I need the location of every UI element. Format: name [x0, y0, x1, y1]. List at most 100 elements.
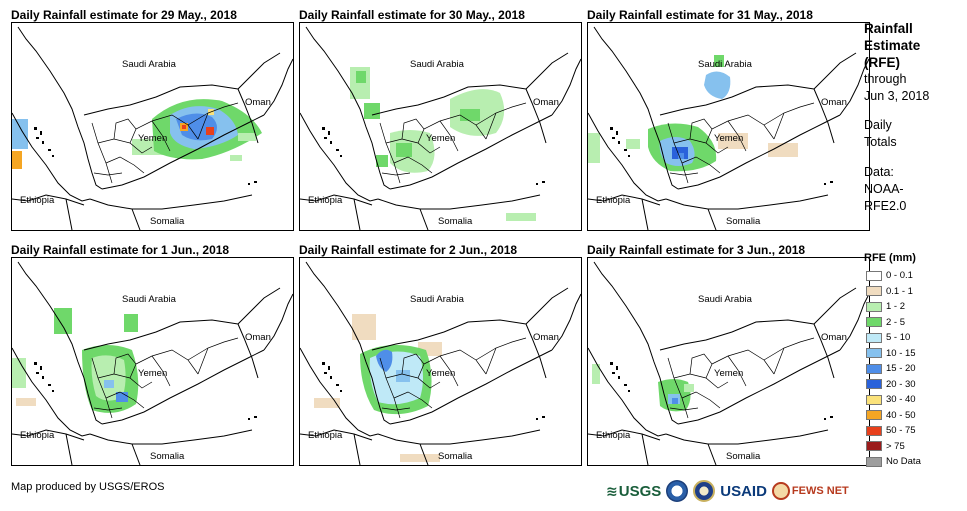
fewsnet-logo-text: FEWS NET: [791, 485, 849, 497]
rainfall-overlay: [12, 99, 262, 169]
label-saudi-arabia: Saudi Arabia: [410, 59, 464, 70]
legend-swatch: [866, 425, 882, 436]
rainfall-overlay: [592, 364, 694, 412]
label-yemen: Yemen: [138, 133, 168, 144]
legend-label: 2 - 5: [886, 316, 906, 328]
rainfall-map: Saudi Arabia Oman Yemen Ethiopia Somalia: [11, 257, 294, 466]
panel-title: Daily Rainfall estimate for 31 May., 201…: [587, 8, 813, 22]
legend: 0 - 0.1 0.1 - 1 1 - 2 2 - 5 5 - 10 10 - 15 15 …: [866, 268, 921, 470]
legend-swatch: [866, 363, 882, 374]
label-saudi-arabia: Saudi Arabia: [122, 59, 176, 70]
label-yemen: Yemen: [714, 368, 744, 379]
label-saudi-arabia: Saudi Arabia: [122, 294, 176, 305]
legend-item: 40 - 50: [866, 408, 921, 424]
legend-label: > 75: [886, 440, 905, 452]
legend-label: 50 - 75: [886, 425, 916, 437]
legend-label: 5 - 10: [886, 332, 911, 344]
label-yemen: Yemen: [714, 133, 744, 144]
sidebar-daily: Daily: [864, 118, 892, 132]
state-dept-seal-icon: [693, 480, 716, 502]
label-somalia: Somalia: [150, 216, 185, 227]
legend-item: 1 - 2: [866, 299, 921, 315]
legend-swatch: [866, 270, 882, 281]
label-ethiopia: Ethiopia: [596, 195, 631, 206]
legend-label: 0.1 - 1: [886, 285, 913, 297]
label-ethiopia: Ethiopia: [596, 430, 631, 441]
legend-label: 40 - 50: [886, 409, 916, 421]
sidebar-title-1: Rainfall: [864, 21, 913, 36]
panel-title: Daily Rainfall estimate for 30 May., 201…: [299, 8, 525, 22]
rainfall-map: Saudi Arabia Oman Yemen Ethiopia Somalia: [11, 22, 294, 231]
legend-swatch: [866, 317, 882, 328]
usgs-logo-text: USGS: [618, 482, 662, 500]
legend-swatch: [866, 379, 882, 390]
label-oman: Oman: [245, 332, 271, 343]
sidebar-data-line3: RFE2.0: [864, 199, 907, 213]
legend-label: 10 - 15: [886, 347, 916, 359]
usaid-logo: USAID: [720, 482, 767, 500]
rainfall-overlay: [588, 55, 798, 172]
usgs-logo: ≋ USGS: [606, 483, 661, 500]
legend-swatch: [866, 394, 882, 405]
map-credit: Map produced by USGS/EROS: [11, 481, 165, 493]
legend-title: RFE (mm): [864, 252, 916, 264]
legend-swatch: [866, 332, 882, 343]
sidebar-date: Jun 3, 2018: [864, 89, 930, 103]
sidebar-data-line2: NOAA-: [864, 182, 904, 196]
rainfall-map: Saudi Arabia Oman Yemen Ethiopia Somalia: [299, 22, 582, 231]
legend-item: No Data: [866, 454, 921, 470]
legend-item: 20 - 30: [866, 377, 921, 393]
legend-item: 0 - 0.1: [866, 268, 921, 284]
rainfall-overlay: [12, 308, 139, 413]
legend-swatch: [866, 286, 882, 297]
legend-swatch: [866, 456, 882, 467]
sidebar-title-3: (RFE): [864, 55, 900, 70]
rainfall-map: Saudi Arabia Oman Yemen Ethiopia Somalia: [299, 257, 582, 466]
legend-label: 20 - 30: [886, 378, 916, 390]
usgs-wave-icon: ≋: [606, 482, 618, 499]
legend-swatch: [866, 348, 882, 359]
agency-logos: ≋ USGS USAID FEWS NET: [606, 478, 849, 504]
label-oman: Oman: [245, 97, 271, 108]
label-yemen: Yemen: [426, 133, 456, 144]
label-somalia: Somalia: [726, 451, 761, 462]
legend-item: 5 - 10: [866, 330, 921, 346]
legend-swatch: [866, 441, 882, 452]
label-somalia: Somalia: [726, 216, 761, 227]
legend-item: > 75: [866, 439, 921, 455]
legend-label: 0 - 0.1: [886, 270, 913, 282]
label-oman: Oman: [821, 97, 847, 108]
fewsnet-logo: FEWS NET: [771, 482, 849, 500]
legend-label: No Data: [886, 456, 921, 468]
rainfall-map: Saudi Arabia Oman Yemen Ethiopia Somalia: [587, 257, 870, 466]
legend-item: 2 - 5: [866, 315, 921, 331]
label-ethiopia: Ethiopia: [20, 195, 55, 206]
label-yemen: Yemen: [138, 368, 168, 379]
rainfall-overlay: [350, 67, 536, 221]
legend-item: 50 - 75: [866, 423, 921, 439]
label-oman: Oman: [533, 332, 559, 343]
panel-title: Daily Rainfall estimate for 2 Jun., 2018: [299, 243, 518, 257]
rainfall-map: Saudi Arabia Oman Yemen Ethiopia Somalia: [587, 22, 870, 231]
panel-title: Daily Rainfall estimate for 1 Jun., 2018: [11, 243, 230, 257]
panel-title: Daily Rainfall estimate for 3 Jun., 2018: [587, 243, 806, 257]
fewsnet-globe-icon: [771, 482, 790, 500]
panel-title: Daily Rainfall estimate for 29 May., 201…: [11, 8, 237, 22]
sidebar-totals: Totals: [864, 135, 897, 149]
legend-label: 1 - 2: [886, 301, 906, 313]
sidebar-title-2: Estimate: [864, 38, 921, 53]
label-somalia: Somalia: [150, 451, 185, 462]
label-oman: Oman: [821, 332, 847, 343]
legend-swatch: [866, 410, 882, 421]
label-saudi-arabia: Saudi Arabia: [698, 59, 752, 70]
label-ethiopia: Ethiopia: [308, 430, 343, 441]
legend-label: 15 - 20: [886, 363, 916, 375]
sidebar-info: Rainfall Estimate (RFE) through Jun 3, 2…: [864, 20, 964, 215]
label-oman: Oman: [533, 97, 559, 108]
label-somalia: Somalia: [438, 216, 473, 227]
legend-label: 30 - 40: [886, 394, 916, 406]
label-yemen: Yemen: [426, 368, 456, 379]
legend-swatch: [866, 301, 882, 312]
label-saudi-arabia: Saudi Arabia: [698, 294, 752, 305]
legend-item: 15 - 20: [866, 361, 921, 377]
